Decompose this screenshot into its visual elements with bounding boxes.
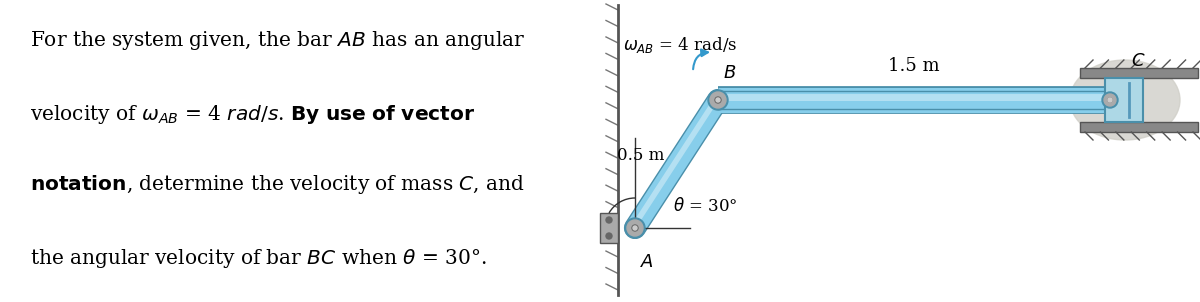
Circle shape — [1102, 92, 1118, 108]
Text: the angular velocity of bar $\mathit{BC}$ when $\theta$ = 30°.: the angular velocity of bar $\mathit{BC}… — [30, 246, 487, 269]
Circle shape — [606, 217, 612, 223]
Ellipse shape — [1070, 60, 1180, 140]
Text: $\theta$ = 30°: $\theta$ = 30° — [673, 197, 738, 215]
Bar — [1080, 122, 1198, 132]
Circle shape — [628, 220, 643, 236]
Circle shape — [716, 98, 720, 102]
Text: For the system given, the bar $\mathit{AB}$ has an angular: For the system given, the bar $\mathit{A… — [30, 28, 526, 52]
Text: $\mathit{B}$: $\mathit{B}$ — [722, 64, 737, 82]
Bar — [1105, 78, 1142, 122]
Circle shape — [606, 233, 612, 239]
Circle shape — [625, 218, 646, 238]
Bar — [1080, 68, 1198, 78]
Text: $\omega_{\mathit{AB}}$ = 4 rad/s: $\omega_{\mathit{AB}}$ = 4 rad/s — [623, 35, 738, 55]
Circle shape — [1108, 98, 1112, 102]
Circle shape — [708, 90, 728, 110]
Text: $\mathit{C}$: $\mathit{C}$ — [1130, 52, 1145, 70]
Circle shape — [634, 226, 637, 230]
Text: $\mathit{A}$: $\mathit{A}$ — [640, 253, 654, 271]
Circle shape — [1108, 98, 1112, 102]
Circle shape — [715, 97, 721, 103]
Text: $\mathbf{notation}$, determine the velocity of mass $\mathit{C}$, and: $\mathbf{notation}$, determine the veloc… — [30, 174, 524, 197]
Text: 0.5 m: 0.5 m — [617, 147, 665, 165]
Text: velocity of $\omega_{\mathit{AB}}$ = 4 $\mathit{rad/s}$. $\mathbf{By\ use\ of\ v: velocity of $\omega_{\mathit{AB}}$ = 4 $… — [30, 104, 475, 127]
Circle shape — [632, 225, 638, 231]
FancyArrowPatch shape — [694, 50, 708, 69]
Circle shape — [710, 92, 726, 108]
Text: 1.5 m: 1.5 m — [888, 57, 940, 75]
Circle shape — [1104, 94, 1116, 106]
Bar — [600, 213, 618, 243]
